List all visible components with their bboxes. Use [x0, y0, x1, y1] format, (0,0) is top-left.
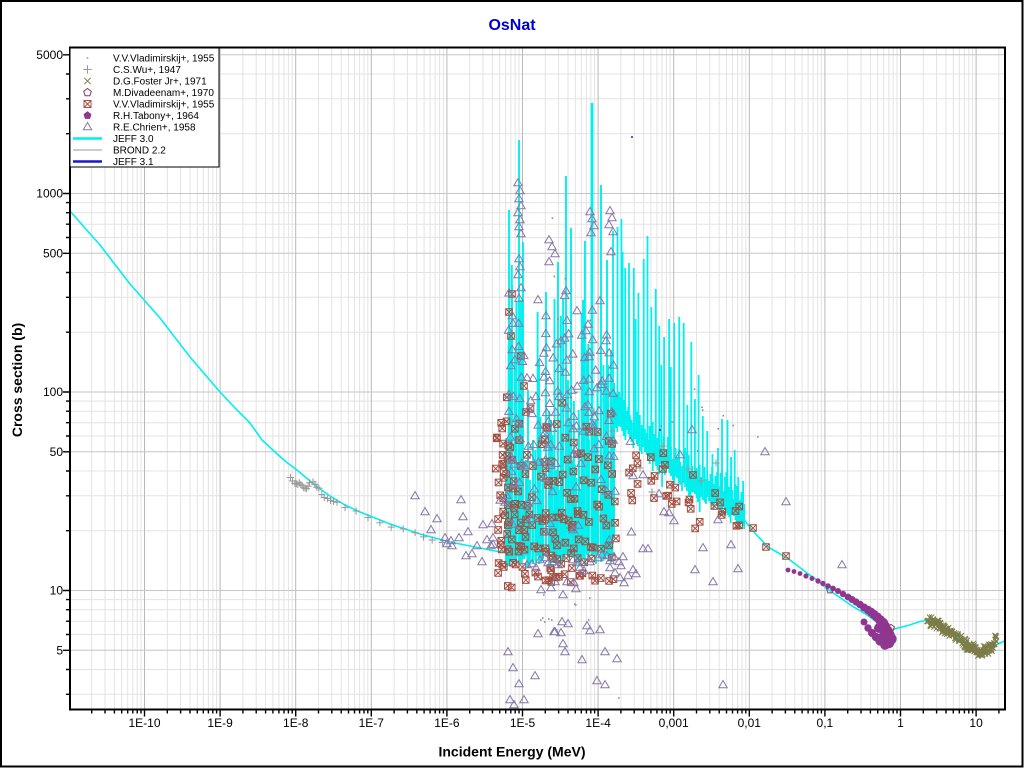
svg-text:Cross section (b): Cross section (b) [9, 323, 25, 437]
svg-text:1E-4: 1E-4 [585, 716, 611, 730]
svg-text:0,1: 0,1 [817, 716, 834, 730]
svg-text:JEFF 3.0: JEFF 3.0 [113, 134, 154, 145]
svg-text:M.Divadeenam+, 1970: M.Divadeenam+, 1970 [113, 88, 214, 99]
svg-text:D.G.Foster Jr+, 1971: D.G.Foster Jr+, 1971 [113, 77, 207, 88]
svg-text:1E-7: 1E-7 [359, 716, 385, 730]
svg-text:500: 500 [43, 247, 63, 261]
svg-text:1E-5: 1E-5 [510, 716, 536, 730]
svg-text:JEFF 3.1: JEFF 3.1 [113, 157, 154, 168]
svg-text:R.E.Chrien+, 1958: R.E.Chrien+, 1958 [113, 123, 196, 134]
svg-text:0,001: 0,001 [659, 716, 689, 730]
svg-text:5: 5 [56, 644, 63, 658]
svg-text:OsNat: OsNat [488, 17, 536, 34]
svg-text:50: 50 [50, 445, 64, 459]
svg-text:C.S.Wu+, 1947: C.S.Wu+, 1947 [113, 65, 181, 76]
svg-text:V.V.Vladimirskij+, 1955: V.V.Vladimirskij+, 1955 [113, 54, 215, 65]
svg-text:Incident Energy (MeV): Incident Energy (MeV) [438, 744, 585, 760]
svg-text:10: 10 [969, 716, 983, 730]
svg-text:R.H.Tabony+, 1964: R.H.Tabony+, 1964 [113, 111, 199, 122]
svg-text:1E-6: 1E-6 [434, 716, 460, 730]
svg-text:1: 1 [897, 716, 904, 730]
svg-text:5000: 5000 [36, 48, 63, 62]
svg-text:100: 100 [43, 385, 63, 399]
svg-text:10: 10 [50, 584, 64, 598]
svg-text:BROND 2.2: BROND 2.2 [113, 146, 166, 157]
svg-text:1000: 1000 [36, 187, 63, 201]
svg-text:V.V.Vladimirskij+, 1955: V.V.Vladimirskij+, 1955 [113, 100, 215, 111]
svg-text:1E-8: 1E-8 [283, 716, 309, 730]
svg-text:1E-10: 1E-10 [128, 716, 160, 730]
svg-text:0,01: 0,01 [738, 716, 762, 730]
svg-text:1E-9: 1E-9 [207, 716, 233, 730]
